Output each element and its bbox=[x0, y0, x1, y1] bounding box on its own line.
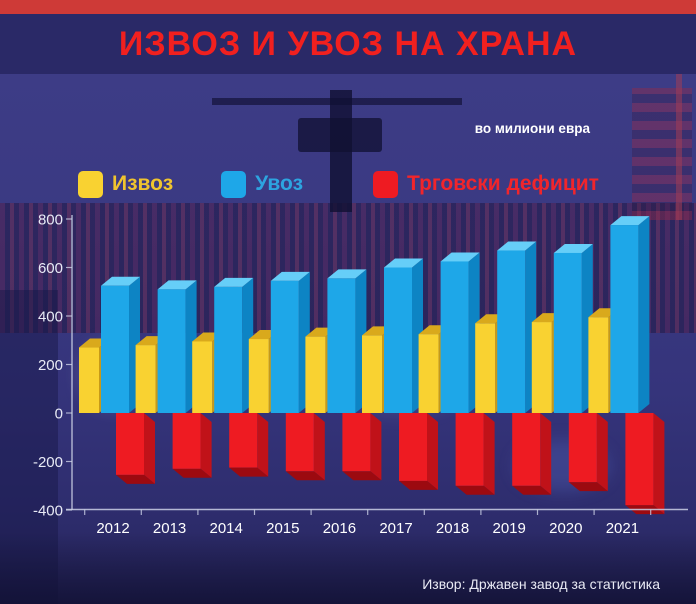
y-tick-label: 600 bbox=[38, 260, 63, 277]
x-tick-label-2021: 2021 bbox=[606, 520, 639, 537]
x-tick-label-2013: 2013 bbox=[153, 520, 186, 537]
bar-Трговски дефицит-2016-side bbox=[370, 413, 382, 481]
bar-Трговски дефицит-2015-cap bbox=[285, 471, 325, 481]
bar-Увоз-2021-side bbox=[638, 216, 650, 413]
x-tick-label-2019: 2019 bbox=[493, 520, 526, 537]
bar-Увоз-2014 bbox=[214, 286, 243, 413]
bar-Трговски дефицит-2020-cap bbox=[568, 482, 608, 492]
x-tick-label-2016: 2016 bbox=[323, 520, 356, 537]
y-tick-label: 200 bbox=[38, 357, 63, 374]
bar-Трговски дефицит-2021 bbox=[625, 413, 654, 506]
bar-Увоз-2019 bbox=[497, 250, 526, 413]
bar-Увоз-2020 bbox=[553, 252, 582, 413]
y-tick-label: 800 bbox=[38, 212, 63, 229]
bar-Извоз-2015 bbox=[248, 339, 269, 413]
bar-Трговски дефицит-2021-side bbox=[653, 413, 665, 515]
x-tick-label-2015: 2015 bbox=[266, 520, 299, 537]
bar-Извоз-2018 bbox=[418, 334, 439, 413]
legend-item-deficit: Трговски дефицит bbox=[373, 170, 599, 198]
legend-label-uvoz: Увоз bbox=[255, 172, 304, 195]
crane-pole-silhouette bbox=[676, 60, 682, 220]
bar-Извоз-2014 bbox=[192, 341, 213, 413]
bar-Увоз-2012-cap bbox=[101, 276, 140, 286]
bar-Трговски дефицит-2015 bbox=[285, 413, 314, 472]
bar-Увоз-2017-cap bbox=[384, 258, 423, 268]
bar-Увоз-2019-cap bbox=[497, 241, 537, 251]
bar-Увоз-2017 bbox=[384, 267, 412, 413]
legend-swatch-deficit-icon bbox=[373, 170, 399, 198]
bar-Трговски дефицит-2013 bbox=[172, 413, 201, 469]
legend-swatch-izvoz-icon bbox=[78, 170, 103, 198]
bar-Извоз-2016 bbox=[305, 336, 326, 413]
bar-Трговски дефицит-2020 bbox=[568, 413, 597, 483]
y-tick-label: 0 bbox=[55, 406, 63, 423]
bar-Увоз-2018-cap bbox=[440, 252, 480, 262]
bar-Увоз-2015-cap bbox=[270, 271, 310, 281]
bar-Извоз-2017 bbox=[362, 335, 382, 413]
header-band: ИЗВОЗ И УВОЗ НА ХРАНА bbox=[0, 14, 696, 74]
legend-label-deficit: Трговски дефицит bbox=[407, 172, 599, 195]
x-tick-label-2014: 2014 bbox=[210, 520, 243, 537]
bar-Трговски дефицит-2017-cap bbox=[399, 480, 438, 490]
crane-cab-silhouette bbox=[298, 118, 382, 152]
legend-swatch-uvoz-icon bbox=[221, 170, 247, 198]
bar-Увоз-2020-cap bbox=[553, 243, 593, 253]
bar-Увоз-2021-cap bbox=[610, 216, 650, 226]
bar-Извоз-2021 bbox=[588, 317, 609, 413]
bar-Увоз-2014-cap bbox=[214, 277, 254, 287]
bar-Извоз-2013 bbox=[135, 345, 156, 413]
bar-Трговски дефицит-2017 bbox=[399, 413, 427, 481]
bar-Трговски дефицит-2019 bbox=[512, 413, 541, 486]
bar-Трговски дефицит-2015-side bbox=[313, 413, 325, 481]
legend-item-uvoz: Увоз bbox=[221, 170, 304, 198]
bar-Увоз-2013 bbox=[157, 289, 186, 413]
bar-Трговски дефицит-2020-side bbox=[596, 413, 608, 492]
top-red-strip bbox=[0, 0, 696, 14]
bar-Трговски дефицит-2019-side bbox=[540, 413, 552, 495]
crane-right-silhouette bbox=[632, 88, 692, 220]
bar-Трговски дефицит-2012-cap bbox=[116, 474, 155, 484]
page-title: ИЗВОЗ И УВОЗ НА ХРАНА bbox=[118, 24, 578, 63]
legend-item-izvoz: Извоз bbox=[78, 170, 174, 198]
bar-Трговски дефицит-2012-side bbox=[144, 413, 155, 484]
bar-Трговски дефицит-2014-side bbox=[257, 413, 269, 477]
bar-Увоз-2021 bbox=[610, 225, 639, 413]
source-caption: Извор: Државен завод за статистика bbox=[422, 576, 660, 592]
background-shadow-bottom bbox=[0, 532, 696, 604]
bar-Извоз-2020 bbox=[531, 322, 552, 413]
bar-Трговски дефицит-2016-cap bbox=[342, 471, 382, 481]
bar-Трговски дефицит-2016 bbox=[342, 413, 371, 472]
bar-Увоз-2012 bbox=[101, 285, 129, 413]
chart-legend: Извоз Увоз Трговски дефицит bbox=[78, 168, 638, 200]
bar-Извоз-2019 bbox=[475, 323, 496, 413]
bar-Извоз-2012 bbox=[79, 347, 99, 413]
legend-label-izvoz: Извоз bbox=[112, 172, 174, 195]
bar-Трговски дефицит-2018-cap bbox=[455, 485, 495, 495]
x-tick-label-2017: 2017 bbox=[379, 520, 412, 537]
units-label: во милиони евра bbox=[474, 121, 590, 136]
bar-Трговски дефицит-2018-side bbox=[483, 413, 495, 495]
y-tick-label: -400 bbox=[33, 503, 63, 520]
bar-Трговски дефицит-2019-cap bbox=[512, 485, 552, 495]
bar-Трговски дефицит-2012 bbox=[116, 413, 144, 475]
y-tick-label: 400 bbox=[38, 309, 63, 326]
x-tick-label-2012: 2012 bbox=[96, 520, 129, 537]
bar-Трговски дефицит-2013-side bbox=[200, 413, 212, 478]
bar-Увоз-2018 bbox=[440, 261, 469, 413]
y-tick-label: -200 bbox=[33, 454, 63, 471]
bar-Трговски дефицит-2013-cap bbox=[172, 468, 212, 478]
bar-Увоз-2016 bbox=[327, 278, 356, 413]
x-tick-label-2018: 2018 bbox=[436, 520, 469, 537]
x-tick-label-2020: 2020 bbox=[549, 520, 582, 537]
bar-Трговски дефицит-2017-side bbox=[427, 413, 438, 490]
bar-Увоз-2016-cap bbox=[327, 269, 367, 279]
bar-Трговски дефицит-2014 bbox=[229, 413, 258, 468]
bar-Увоз-2015 bbox=[270, 280, 299, 413]
bar-Трговски дефицит-2018 bbox=[455, 413, 484, 486]
bar-Трговски дефицит-2014-cap bbox=[229, 467, 269, 477]
bar-Увоз-2013-cap bbox=[157, 280, 197, 290]
crane-boom-silhouette bbox=[212, 98, 462, 105]
